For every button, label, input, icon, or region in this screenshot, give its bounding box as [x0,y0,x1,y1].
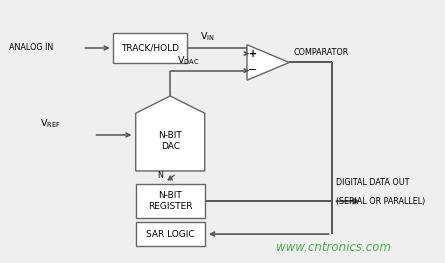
FancyBboxPatch shape [113,33,187,63]
Text: $\mathregular{V_{IN}}$: $\mathregular{V_{IN}}$ [199,31,214,43]
Text: −: − [248,65,258,75]
Text: ANALOG IN: ANALOG IN [9,43,53,53]
FancyBboxPatch shape [136,222,205,246]
Text: $\mathregular{V_{DAC}}$: $\mathregular{V_{DAC}}$ [177,54,199,67]
Text: N-BIT
DAC: N-BIT DAC [158,131,182,151]
Text: www.cntronics.com: www.cntronics.com [276,241,391,254]
Text: N: N [158,171,163,180]
Polygon shape [136,96,205,171]
Text: SAR LOGIC: SAR LOGIC [146,230,194,239]
Text: TRACK/HOLD: TRACK/HOLD [121,43,179,53]
Polygon shape [247,45,289,80]
Text: N-BIT
REGISTER: N-BIT REGISTER [148,191,193,211]
Text: (SERIAL OR PARALLEL): (SERIAL OR PARALLEL) [336,197,425,206]
FancyBboxPatch shape [136,184,205,218]
Text: +: + [249,49,257,59]
Text: COMPARATOR: COMPARATOR [294,48,349,57]
Text: DIGITAL DATA OUT: DIGITAL DATA OUT [336,178,409,187]
Text: $\mathregular{V_{REF}}$: $\mathregular{V_{REF}}$ [40,118,61,130]
